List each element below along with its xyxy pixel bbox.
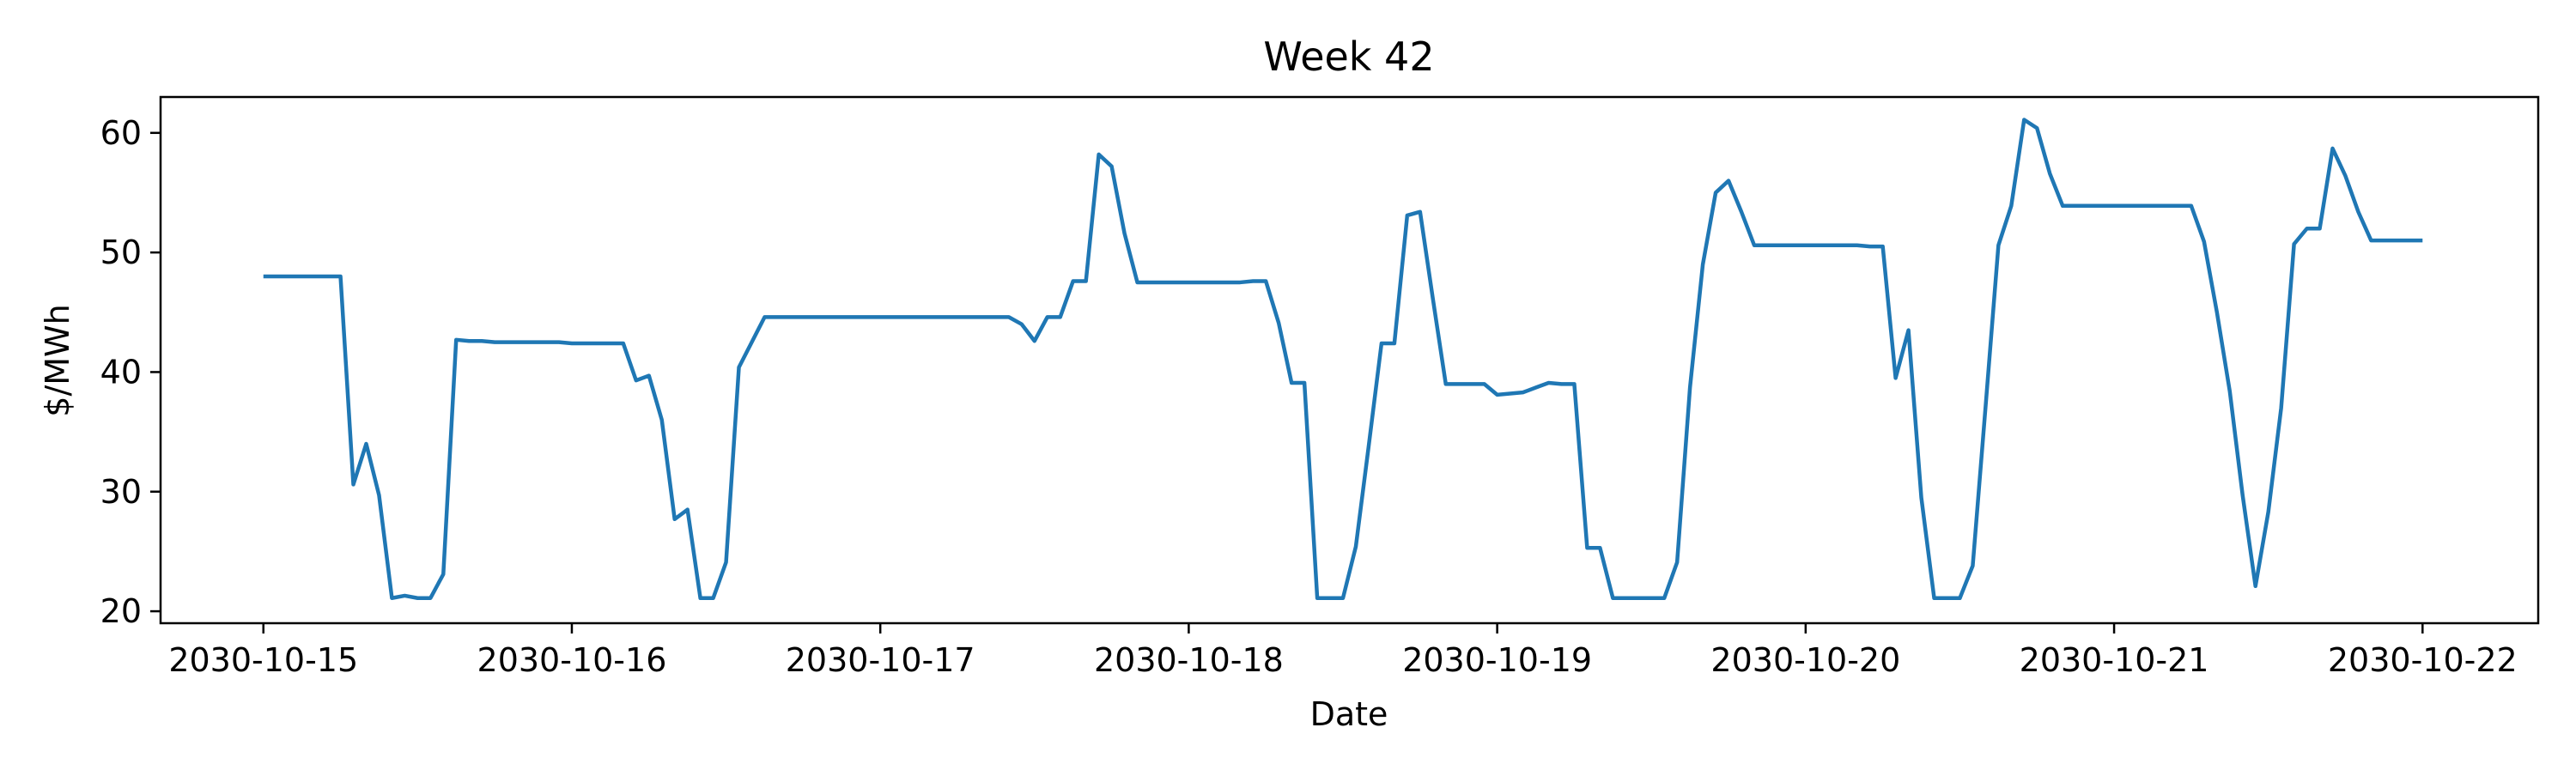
x-axis: 2030-10-15 2030-10-16 2030-10-17 2030-10-18… — [168, 623, 2518, 679]
y-axis-label: $/MWh — [39, 304, 76, 416]
x-tick-label: 2030-10-19 — [1402, 641, 1592, 679]
y-tick-label: 20 — [100, 592, 142, 630]
x-tick-label: 2030-10-17 — [786, 641, 975, 679]
y-axis: 20 30 40 50 60 — [100, 114, 161, 630]
x-tick-label: 2030-10-15 — [168, 641, 358, 679]
plot-area — [263, 118, 2423, 600]
chart-title: Week 42 — [1263, 33, 1434, 80]
x-tick-label: 2030-10-20 — [1710, 641, 1900, 679]
series-line — [263, 118, 2423, 600]
x-axis-label: Date — [1310, 695, 1388, 733]
x-tick-label: 2030-10-18 — [1094, 641, 1284, 679]
x-tick-label: 2030-10-22 — [2328, 641, 2518, 679]
y-tick-label: 50 — [100, 233, 142, 271]
y-tick-label: 30 — [100, 473, 142, 511]
x-tick-label: 2030-10-21 — [2020, 641, 2209, 679]
y-tick-label: 60 — [100, 114, 142, 152]
y-tick-label: 40 — [100, 353, 142, 391]
axes-frame — [159, 95, 2540, 625]
x-tick-label: 2030-10-16 — [477, 641, 667, 679]
